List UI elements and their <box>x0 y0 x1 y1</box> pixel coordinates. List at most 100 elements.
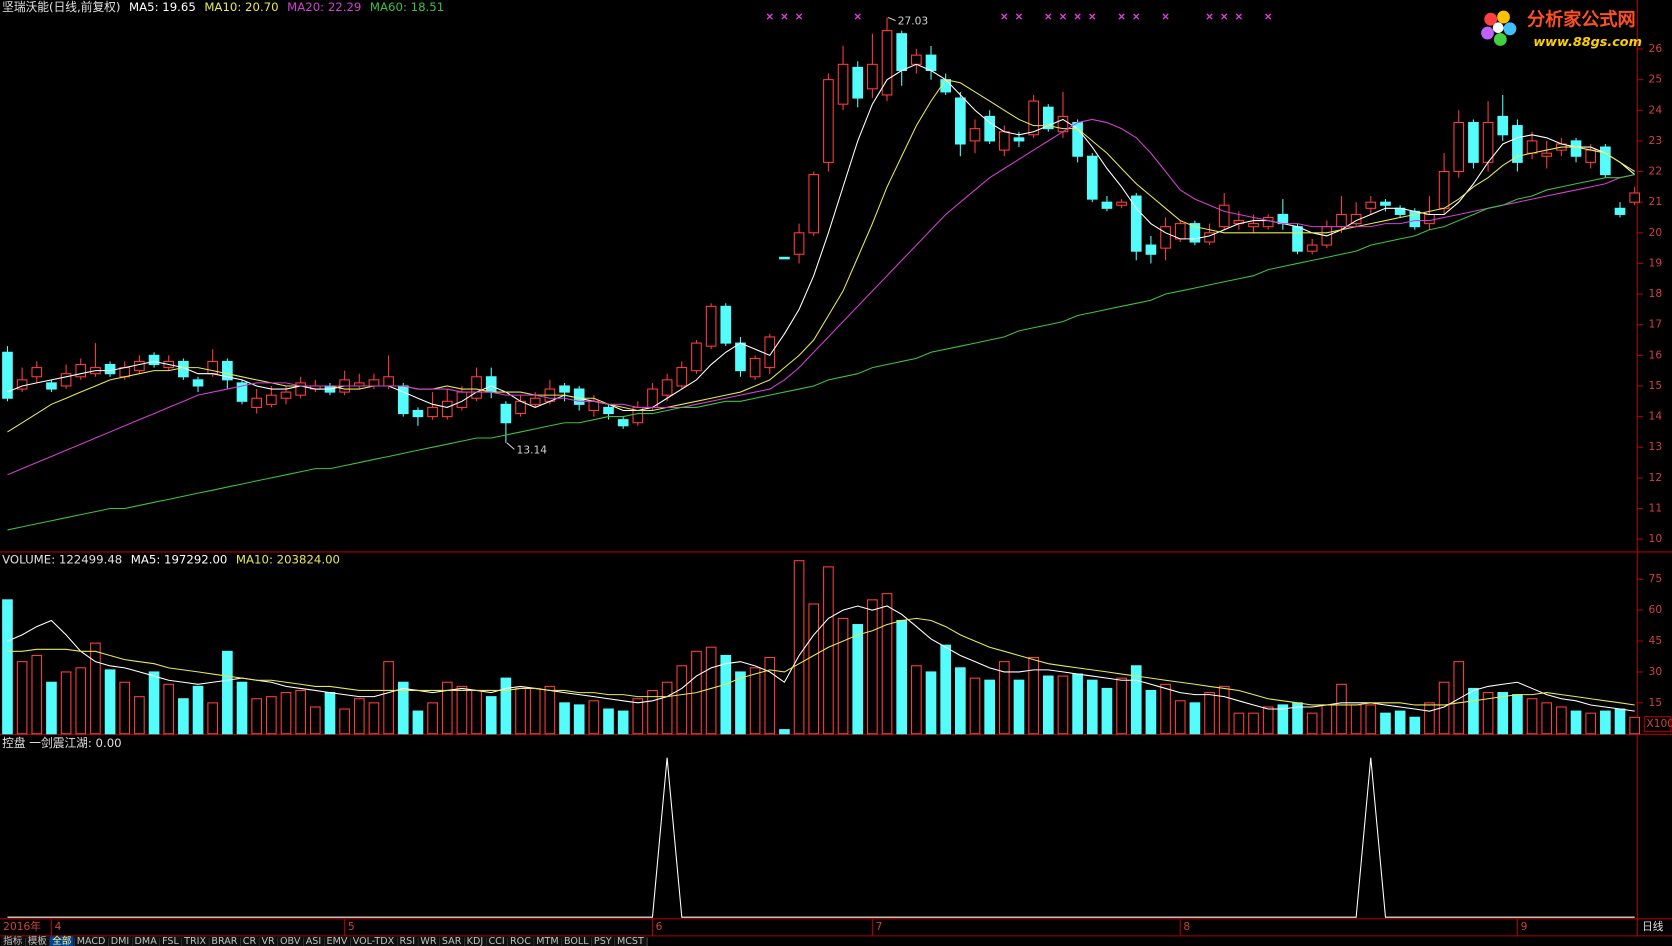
tab-background[interactable] <box>1 936 25 946</box>
y-tick-label: 15 <box>1649 379 1663 392</box>
candle-body <box>280 391 292 399</box>
tab-background[interactable] <box>591 936 614 946</box>
extreme-pointer <box>887 16 896 22</box>
tab[interactable]: SAR <box>442 936 462 946</box>
tab[interactable]: OBV <box>280 936 301 946</box>
tab[interactable]: EMV <box>327 936 348 946</box>
panel-legend: 坚瑞沃能(日线,前复权) <box>2 0 120 14</box>
tab[interactable]: MTM <box>536 936 558 946</box>
tab[interactable]: KDJ <box>467 936 483 946</box>
volume-bar <box>1145 689 1157 735</box>
volume-bar <box>735 671 746 735</box>
candle-body <box>1130 195 1142 252</box>
tab-background[interactable] <box>132 936 159 946</box>
y-tick-label: 24 <box>1649 103 1663 116</box>
x-tick-label: 8 <box>1183 920 1190 933</box>
panel-legend: MA5: 19.65 <box>129 0 196 14</box>
tab-background[interactable] <box>74 936 108 946</box>
tab[interactable]: ROC <box>510 936 531 946</box>
tab-background[interactable] <box>486 936 507 946</box>
candle-body <box>46 382 57 390</box>
tab-background[interactable] <box>397 936 418 946</box>
tab-background[interactable] <box>614 936 646 946</box>
candle-body <box>1600 146 1611 176</box>
tab[interactable]: CCI <box>488 936 504 946</box>
volume-bar <box>867 599 878 735</box>
y-tick-label: 20 <box>1649 226 1663 239</box>
candle-body <box>441 400 453 418</box>
volume-bar <box>1233 712 1245 735</box>
tab-background[interactable] <box>209 936 240 946</box>
tab[interactable]: BRAR <box>211 936 237 946</box>
candle-body <box>998 131 1010 151</box>
candle-body <box>529 397 541 405</box>
candle-body <box>867 63 878 90</box>
tab-background[interactable] <box>277 936 303 946</box>
tab-background[interactable] <box>108 936 132 946</box>
volume-bar <box>163 683 175 735</box>
tab-background[interactable] <box>534 936 561 946</box>
candle-body <box>1424 213 1435 225</box>
y-tick-label: 13 <box>1649 440 1663 453</box>
candle-body <box>1365 201 1377 209</box>
tab[interactable]: BOLL <box>564 936 589 946</box>
tab-background[interactable] <box>182 936 209 946</box>
volume-bar <box>60 671 72 735</box>
signal-mark <box>1235 13 1242 20</box>
volume-bar <box>1277 704 1289 735</box>
tab[interactable]: RSI <box>400 936 416 946</box>
tab-background[interactable] <box>240 936 259 946</box>
volume-bar <box>222 650 233 735</box>
volume-bar <box>881 593 893 735</box>
tab[interactable]: VOL-TDX <box>353 936 395 946</box>
volume-bar <box>749 667 761 735</box>
tab-background[interactable] <box>259 936 277 946</box>
tab-background[interactable] <box>561 936 591 946</box>
tab-background[interactable] <box>464 936 486 946</box>
volume-bar <box>661 681 673 735</box>
panel-legend: VOLUME: 122499.48 <box>2 552 122 566</box>
tab[interactable]: FSL <box>162 936 179 946</box>
tab-background[interactable] <box>507 936 534 946</box>
tab[interactable]: 模板 <box>28 935 48 946</box>
tab-background[interactable] <box>50 936 74 946</box>
tab[interactable]: MACD <box>77 936 106 946</box>
candle-body <box>427 406 438 418</box>
tab[interactable]: 指标 <box>3 935 23 946</box>
y-tick-label: 12 <box>1649 471 1663 484</box>
volume-bar <box>1116 677 1127 735</box>
tab[interactable]: ASI <box>306 936 321 946</box>
signal-mark <box>1089 13 1096 20</box>
volume-bar <box>544 685 556 735</box>
tab[interactable]: TRIX <box>183 936 206 946</box>
volume-bar <box>368 702 380 735</box>
candle-body <box>661 379 673 396</box>
tab[interactable]: DMA <box>135 936 158 946</box>
tab-background[interactable] <box>439 936 464 946</box>
candle-body <box>1336 213 1347 228</box>
tab-background[interactable] <box>303 936 324 946</box>
tab[interactable]: DMI <box>111 936 129 946</box>
tab-background[interactable] <box>350 936 397 946</box>
candle-body <box>647 388 658 408</box>
tab-background[interactable] <box>418 936 439 946</box>
tab-background[interactable] <box>25 936 50 946</box>
tab[interactable]: VR <box>261 936 275 946</box>
tab[interactable]: WR <box>420 936 436 946</box>
tab[interactable]: 全部 <box>52 935 72 946</box>
volume-bar <box>1160 683 1171 735</box>
signal-mark <box>1265 13 1272 20</box>
tab-background[interactable] <box>159 936 181 946</box>
volume-bar <box>559 702 570 735</box>
tab-background[interactable] <box>324 936 350 946</box>
candle-body <box>896 33 908 71</box>
volume-bar <box>1497 692 1509 735</box>
tab[interactable]: CR <box>243 936 257 946</box>
tab[interactable]: PSY <box>594 936 612 946</box>
tab[interactable]: MCST <box>617 936 644 946</box>
y-tick-label: 25 <box>1649 73 1663 86</box>
candle-body <box>837 63 849 105</box>
volume-bar <box>515 687 526 735</box>
volume-bar <box>1218 685 1230 735</box>
